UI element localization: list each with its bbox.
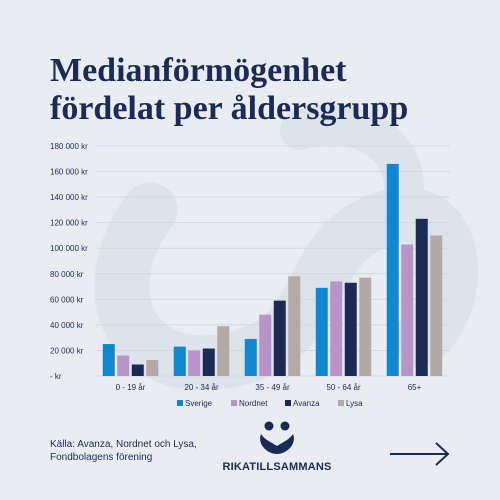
y-tick-label: - kr	[50, 372, 62, 381]
bar-avanza	[202, 348, 215, 376]
page-title: Medianförmögenhet fördelat per åldersgru…	[50, 52, 480, 128]
bar-nordnet	[259, 314, 272, 376]
bar-avanza	[344, 282, 357, 376]
bar-lysa	[430, 235, 443, 376]
y-tick-label: 20 000 kr	[50, 346, 84, 355]
y-tick-label: 140 000 kr	[50, 193, 88, 202]
legend-swatch-avanza	[285, 400, 291, 406]
x-tick-label: 65+	[408, 383, 422, 392]
bar-sverige	[102, 344, 115, 376]
y-tick-label: 160 000 kr	[50, 168, 88, 177]
bar-lysa	[359, 277, 372, 376]
title-line-2: fördelat per åldersgrupp	[50, 90, 409, 127]
x-tick-label: 50 - 64 år	[326, 383, 361, 392]
bar-sverige	[173, 346, 186, 376]
people-heart-logo-icon	[260, 421, 294, 454]
legend-label: Nordnet	[239, 399, 268, 408]
brand-logo: RIKATILLSAMMANS	[222, 420, 332, 473]
legend-label: Lysa	[346, 399, 363, 408]
legend-label: Avanza	[293, 399, 320, 408]
bar-sverige	[244, 338, 257, 376]
y-tick-label: 80 000 kr	[50, 270, 84, 279]
bar-chart: - kr 20 000 kr 40 000 kr 60 000 kr 80 000 kr…	[50, 142, 450, 408]
arrow-right-icon[interactable]	[388, 440, 452, 468]
y-tick-label: 100 000 kr	[50, 244, 88, 253]
x-tick-label: 0 - 19 år	[116, 383, 146, 392]
legend-swatch-sverige	[177, 400, 183, 406]
bar-lysa	[288, 276, 301, 376]
title-line-1: Medianförmögenhet	[50, 52, 347, 89]
legend-swatch-lysa	[338, 400, 344, 406]
bar-avanza	[131, 364, 144, 376]
bar-nordnet	[401, 244, 414, 376]
bar-lysa	[146, 360, 159, 376]
legend-label: Sverige	[185, 399, 213, 408]
x-tick-label: 35 - 49 år	[255, 383, 290, 392]
bar-sverige	[386, 163, 399, 376]
bar-nordnet	[117, 355, 130, 376]
bar-nordnet	[188, 350, 201, 376]
y-tick-label: 40 000 kr	[50, 321, 84, 330]
bar-sverige	[315, 287, 328, 376]
bar-avanza	[273, 300, 286, 376]
y-tick-label: 180 000 kr	[50, 142, 88, 151]
y-tick-label: 120 000 kr	[50, 219, 88, 228]
bar-avanza	[415, 218, 428, 376]
bar-nordnet	[330, 281, 343, 376]
legend-swatch-nordnet	[231, 400, 237, 406]
y-tick-label: 60 000 kr	[50, 295, 84, 304]
logo-text: RIKATILLSAMMANS	[222, 461, 332, 473]
x-tick-label: 20 - 34 år	[184, 383, 219, 392]
bar-lysa	[217, 326, 230, 376]
source-note: Källa: Avanza, Nordnet och Lysa, Fondbol…	[50, 439, 197, 463]
